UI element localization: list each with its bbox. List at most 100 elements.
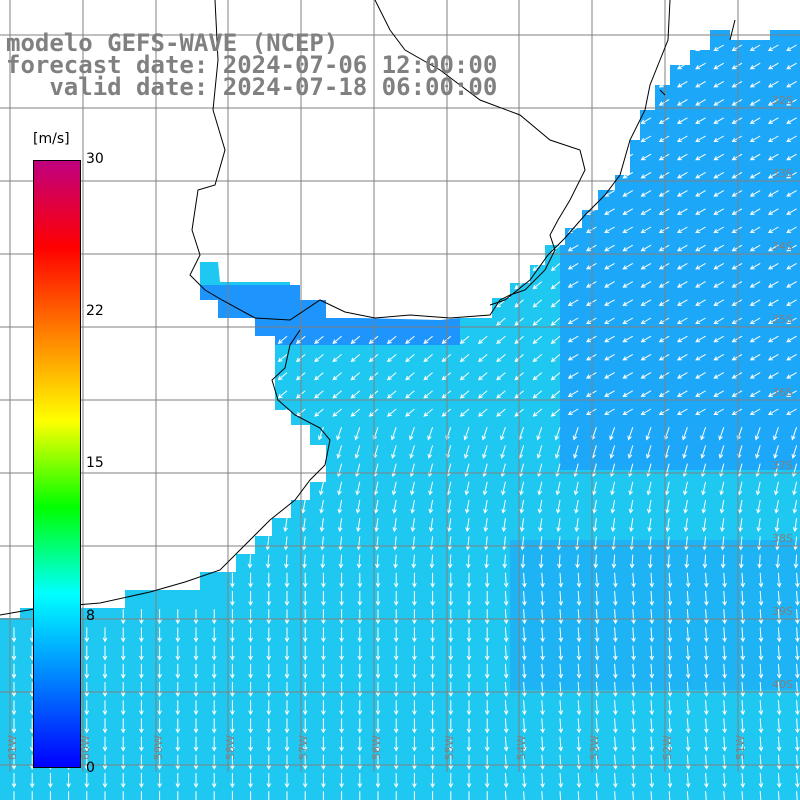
wind-arrow xyxy=(302,572,308,588)
wind-arrow xyxy=(667,590,673,607)
wind-arrow xyxy=(594,700,600,716)
wind-arrow xyxy=(248,754,253,770)
wind-arrow xyxy=(284,718,290,734)
wind-arrow xyxy=(496,335,506,344)
wind-arrow xyxy=(230,572,235,588)
lon-label: 58W xyxy=(224,735,237,760)
wind-arrow xyxy=(496,299,506,308)
wind-arrow xyxy=(496,390,506,399)
title-forecast-date: forecast date: 2024-07-06 12:00:00 xyxy=(6,51,498,79)
wind-arrow xyxy=(483,518,489,533)
wind-arrow xyxy=(284,645,290,661)
wind-arrow xyxy=(685,609,691,625)
wind-arrow xyxy=(703,590,709,607)
wind-arrow xyxy=(532,81,543,90)
wind-arrow xyxy=(622,262,634,270)
wind-arrow xyxy=(277,390,288,399)
wind-arrow xyxy=(519,518,525,533)
wind-arrow xyxy=(430,627,435,643)
wind-arrow xyxy=(430,645,435,661)
wind-arrow xyxy=(604,226,615,234)
wind-arrow xyxy=(302,663,308,679)
wind-arrow xyxy=(446,499,452,514)
wind-arrow xyxy=(496,62,506,71)
wind-arrow xyxy=(503,772,509,789)
wind-arrow xyxy=(703,645,709,661)
wind-arrow xyxy=(703,754,709,770)
wind-arrow xyxy=(713,262,725,270)
wind-arrow xyxy=(350,335,361,344)
wind-arrow xyxy=(640,262,652,270)
lat-label: 32S xyxy=(772,94,793,107)
wind-arrow xyxy=(277,372,288,381)
wind-arrow xyxy=(776,681,782,698)
wind-arrow xyxy=(521,718,527,734)
wind-arrow xyxy=(302,718,308,734)
wind-arrow xyxy=(567,171,579,179)
wind-arrow xyxy=(658,226,670,234)
wind-arrow xyxy=(604,244,615,252)
wind-arrow xyxy=(550,81,561,90)
wind-arrow xyxy=(622,390,634,397)
wind-arrow xyxy=(139,682,144,698)
wind-arrow xyxy=(195,791,197,800)
wind-arrow xyxy=(448,572,454,588)
wind-arrow xyxy=(722,754,727,770)
wind-arrow xyxy=(722,736,727,752)
wind-arrow xyxy=(793,554,799,569)
wind-arrow xyxy=(558,754,564,770)
wind-arrow xyxy=(604,390,615,397)
wind-arrow xyxy=(392,536,398,551)
wind-arrow xyxy=(567,135,579,143)
wind-arrow xyxy=(11,773,17,789)
wind-arrow xyxy=(266,682,272,698)
wind-arrow xyxy=(786,171,797,179)
wind-arrow xyxy=(375,591,381,607)
wind-arrow xyxy=(681,427,688,441)
wind-arrow xyxy=(211,609,217,625)
wind-arrow xyxy=(786,62,797,70)
wind-arrow xyxy=(339,754,344,770)
wind-arrow xyxy=(550,335,561,344)
wind-arrow xyxy=(631,754,636,770)
wind-arrow xyxy=(646,481,652,496)
wind-arrow xyxy=(322,791,324,800)
wind-arrow xyxy=(356,536,362,551)
wind-arrow xyxy=(500,445,506,459)
wind-arrow xyxy=(776,590,782,607)
wind-arrow xyxy=(386,372,397,381)
wind-arrow xyxy=(573,445,579,459)
wind-arrow xyxy=(649,572,655,588)
wind-arrow xyxy=(391,481,397,496)
wind-arrow xyxy=(749,135,761,143)
wind-arrow xyxy=(792,481,798,496)
wind-arrow xyxy=(281,445,288,459)
title-valid-date: valid date: 2024-07-18 06:00:00 xyxy=(6,73,498,101)
wind-arrow xyxy=(573,481,579,496)
wind-arrow xyxy=(686,791,689,800)
wind-arrow xyxy=(318,445,324,459)
wind-arrow xyxy=(767,190,779,197)
wind-arrow xyxy=(767,99,779,106)
wind-arrow xyxy=(302,736,308,752)
wind-arrow xyxy=(667,681,673,698)
title-model: modelo GEFS-WAVE (NCEP) xyxy=(6,29,339,57)
wind-arrow xyxy=(567,335,579,343)
wind-arrow xyxy=(423,354,433,363)
wind-arrow xyxy=(321,572,326,588)
wind-arrow xyxy=(336,427,343,441)
wind-arrow xyxy=(695,208,706,215)
wind-arrow xyxy=(175,718,181,734)
wind-arrow xyxy=(532,263,543,272)
wind-arrow xyxy=(356,554,362,569)
wind-arrow xyxy=(521,681,527,698)
wind-arrow xyxy=(468,791,470,800)
wind-arrow xyxy=(356,518,361,533)
wind-arrow xyxy=(264,499,270,514)
wind-arrow xyxy=(786,244,797,252)
wind-arrow xyxy=(386,354,397,363)
wind-arrow xyxy=(408,427,415,441)
wind-arrow xyxy=(266,627,272,643)
wind-arrow xyxy=(503,754,509,770)
wind-arrow xyxy=(555,481,561,496)
